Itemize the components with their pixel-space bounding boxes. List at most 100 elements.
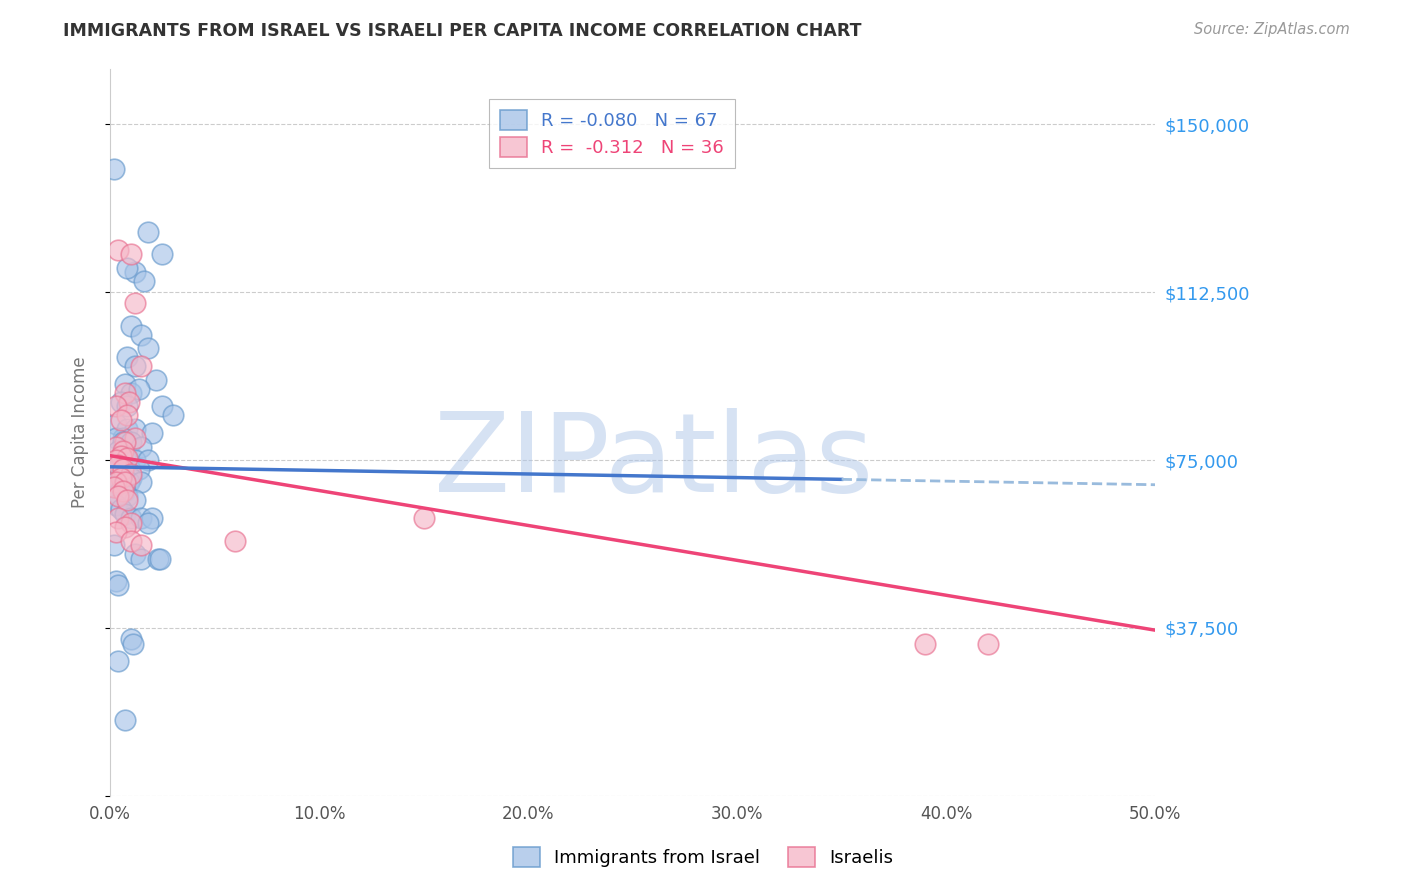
Point xyxy=(110,413,132,427)
Point xyxy=(120,247,142,261)
Legend: R = -0.080   N = 67, R =  -0.312   N = 36: R = -0.080 N = 67, R = -0.312 N = 36 xyxy=(489,99,735,168)
Point xyxy=(131,538,153,552)
Point xyxy=(111,462,134,476)
Point xyxy=(114,377,136,392)
Point xyxy=(115,422,138,436)
Point xyxy=(120,533,142,548)
Point xyxy=(124,422,146,436)
Point xyxy=(136,225,159,239)
Point xyxy=(115,260,138,275)
Point xyxy=(110,467,132,481)
Point xyxy=(131,327,153,342)
Point xyxy=(105,440,128,454)
Point xyxy=(105,400,128,414)
Point xyxy=(105,574,128,588)
Point xyxy=(107,444,129,458)
Text: IMMIGRANTS FROM ISRAEL VS ISRAELI PER CAPITA INCOME CORRELATION CHART: IMMIGRANTS FROM ISRAEL VS ISRAELI PER CA… xyxy=(63,22,862,40)
Point xyxy=(120,435,142,450)
Point xyxy=(120,516,142,530)
Point xyxy=(977,637,1000,651)
Point xyxy=(224,533,246,548)
Point xyxy=(141,426,163,441)
Y-axis label: Per Capita Income: Per Capita Income xyxy=(72,356,89,508)
Point xyxy=(122,637,145,651)
Point xyxy=(105,431,128,445)
Point xyxy=(114,520,136,534)
Point xyxy=(120,511,142,525)
Point xyxy=(115,350,138,364)
Point xyxy=(131,551,153,566)
Point xyxy=(110,502,132,516)
Point xyxy=(103,464,125,478)
Point xyxy=(115,400,138,414)
Point xyxy=(115,493,138,508)
Point xyxy=(114,435,136,450)
Point xyxy=(115,450,138,465)
Point xyxy=(136,453,159,467)
Point xyxy=(131,359,153,373)
Point xyxy=(111,484,134,499)
Point xyxy=(124,296,146,310)
Point xyxy=(136,516,159,530)
Point xyxy=(124,453,146,467)
Point xyxy=(132,274,155,288)
Text: Source: ZipAtlas.com: Source: ZipAtlas.com xyxy=(1194,22,1350,37)
Point xyxy=(412,511,434,525)
Point xyxy=(107,243,129,257)
Point xyxy=(118,395,141,409)
Point xyxy=(128,382,150,396)
Point xyxy=(149,551,172,566)
Point xyxy=(110,459,132,474)
Point xyxy=(103,480,125,494)
Point xyxy=(120,632,142,647)
Point xyxy=(115,489,138,503)
Point xyxy=(103,538,125,552)
Point xyxy=(120,471,142,485)
Point xyxy=(107,655,129,669)
Point xyxy=(128,462,150,476)
Point xyxy=(110,449,132,463)
Point xyxy=(114,449,136,463)
Point xyxy=(136,341,159,355)
Point xyxy=(131,440,153,454)
Point xyxy=(105,458,128,472)
Point xyxy=(114,386,136,401)
Point xyxy=(111,435,134,450)
Text: ZIPatlas: ZIPatlas xyxy=(434,408,873,515)
Point xyxy=(131,475,153,490)
Point xyxy=(914,637,936,651)
Point xyxy=(107,489,129,503)
Point xyxy=(111,431,134,445)
Point xyxy=(115,462,138,476)
Point xyxy=(110,471,132,485)
Point xyxy=(131,511,153,525)
Point xyxy=(114,713,136,727)
Point xyxy=(124,547,146,561)
Point xyxy=(110,395,132,409)
Point xyxy=(120,467,142,481)
Point xyxy=(114,507,136,521)
Point xyxy=(105,524,128,539)
Point xyxy=(114,484,136,499)
Point xyxy=(118,475,141,490)
Point xyxy=(120,386,142,401)
Point xyxy=(103,480,125,494)
Point xyxy=(105,417,128,432)
Point xyxy=(150,400,173,414)
Point xyxy=(105,475,128,490)
Point xyxy=(107,486,129,500)
Point xyxy=(124,431,146,445)
Point xyxy=(103,162,125,177)
Point xyxy=(124,493,146,508)
Point xyxy=(105,473,128,487)
Point xyxy=(110,482,132,496)
Point xyxy=(146,551,169,566)
Point xyxy=(145,373,167,387)
Point xyxy=(120,318,142,333)
Point xyxy=(105,498,128,512)
Point xyxy=(114,475,136,490)
Point xyxy=(115,409,138,423)
Point xyxy=(111,475,134,490)
Point xyxy=(107,511,129,525)
Point xyxy=(124,359,146,373)
